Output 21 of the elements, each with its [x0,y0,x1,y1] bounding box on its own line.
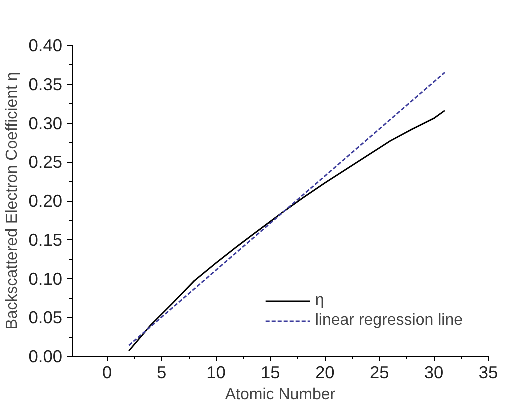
x-tick-label: 25 [370,362,390,382]
x-tick-label: 30 [424,362,444,382]
x-tick-label: 0 [102,362,112,382]
legend-label: linear regression line [315,312,463,330]
y-tick-label: 0.05 [28,308,63,328]
y-tick-label: 0.40 [28,36,63,56]
legend-label: η [315,292,326,310]
x-tick-label: 35 [478,362,498,382]
x-tick-label: 15 [261,362,280,382]
y-tick-label: 0.35 [28,74,63,94]
x-tick-label: 10 [206,362,226,382]
x-tick-label: 20 [316,362,335,382]
y-tick-label: 0.15 [28,230,63,250]
y-tick-label: 0.25 [28,152,63,172]
x-tick-label: 5 [156,362,167,382]
y-axis-title: Backscattered Electron Coefficient η [4,72,21,330]
y-tick-label: 0.10 [28,268,63,289]
x-axis-title: Atomic Number [225,386,336,404]
y-tick-label: 0.00 [28,346,63,366]
y-tick-label: 0.30 [28,113,63,134]
y-tick-label: 0.20 [28,191,63,211]
